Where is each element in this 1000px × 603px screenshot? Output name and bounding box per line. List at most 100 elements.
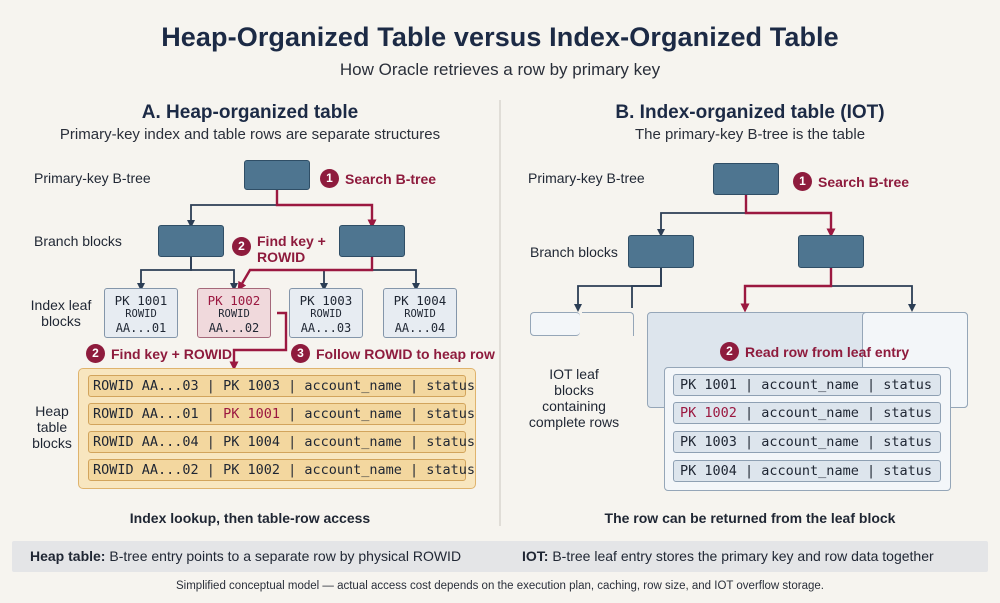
heap-row-columns: | account_name | status — [279, 378, 476, 394]
heap-row-pk: PK 1003 — [223, 378, 280, 394]
iot-branch-node-left — [628, 235, 694, 268]
step-text: Search B-tree — [345, 170, 437, 187]
iot-row-pk: PK 1004 — [680, 463, 737, 479]
iot-row-pk: PK 1001 — [680, 377, 737, 393]
heap-row: ROWID AA...01 | PK 1001 | account_name |… — [88, 403, 475, 425]
iot-section-heading: B. Index-organized table (IOT) — [615, 102, 885, 123]
heap-step-1: 1 Search B-tree — [320, 169, 436, 188]
heap-label-heap: Heap table blocks — [20, 403, 84, 451]
heap-root-node — [244, 160, 310, 190]
step-number-badge: 2 — [232, 237, 251, 256]
heap-row-columns: | account_name | status — [279, 406, 476, 422]
edge-branch-leaf1 — [137, 257, 192, 291]
heap-leaf-block: PK 1001 ROWID AA...01 — [104, 288, 178, 338]
iot-root-node — [713, 163, 779, 195]
iot-row: PK 1003 | account_name | status — [673, 431, 941, 453]
heap-row-rowid: ROWID AA...04 — [93, 434, 199, 450]
edge-root-branch-right-path — [275, 190, 377, 229]
summary-heap-text: B-tree entry points to a separate row by… — [105, 548, 462, 564]
iot-label-leaf-line4: complete rows — [528, 414, 620, 430]
summary-bar: Heap table: B-tree entry points to a sep… — [12, 541, 988, 572]
heap-leaf-block: PK 1004 ROWID AA...04 — [383, 288, 457, 338]
step-number-badge: 1 — [320, 169, 339, 188]
step-text: Search B-tree — [818, 173, 910, 190]
step-text: Follow ROWID to heap row — [316, 345, 495, 362]
heap-label-branch: Branch blocks — [34, 233, 122, 249]
iot-row: PK 1004 | account_name | status — [673, 460, 941, 482]
step-text: Read row from leaf entry — [745, 343, 910, 360]
iot-caption: The row can be returned from the leaf bl… — [604, 510, 896, 526]
heap-row-sep: | — [198, 378, 224, 394]
heap-label-heap-line1: Heap — [35, 403, 69, 419]
page-subtitle: How Oracle retrieves a row by primary ke… — [339, 60, 661, 79]
leaf-pk: PK 1003 — [299, 293, 353, 308]
heap-row-sep: | — [198, 462, 224, 478]
step-text: Find key + ROWID — [257, 233, 326, 265]
edge-branch-leaf3 — [320, 257, 373, 291]
heap-row-columns: | account_name | status — [279, 434, 476, 450]
leaf-pk: PK 1002 — [207, 293, 261, 308]
iot-row-columns: | account_name | status — [736, 434, 932, 450]
summary-iot: IOT: B-tree leaf entry stores the primar… — [522, 541, 934, 572]
iot-section-subheading: The primary-key B-tree is the table — [634, 126, 866, 143]
heap-row: ROWID AA...03 | PK 1003 | account_name |… — [88, 375, 475, 397]
step-number-badge: 1 — [793, 172, 812, 191]
heap-caption: Index lookup, then table-row access — [129, 510, 371, 526]
iot-label-branch: Branch blocks — [530, 244, 618, 260]
leaf-rowid-value: AA...02 — [208, 321, 260, 335]
leaf-rowid-value: AA...01 — [115, 321, 167, 335]
step-number-badge: 2 — [86, 344, 105, 363]
iot-label-leaf-line1: IOT leaf — [549, 366, 599, 382]
iot-edge-root-branch-left — [657, 195, 747, 237]
heap-label-leaf-line1: Index leaf — [30, 297, 92, 313]
heap-leaf-block-highlighted: PK 1002 ROWID AA...02 — [197, 288, 271, 338]
step-text-line1: Find key + — [257, 233, 326, 249]
iot-label-btree: Primary-key B-tree — [528, 170, 645, 186]
heap-section-heading: A. Heap-organized table — [141, 102, 359, 123]
step-text-line2: ROWID — [257, 249, 306, 265]
heap-section-subheading: Primary-key index and table rows are sep… — [59, 126, 441, 143]
page-title: Heap-Organized Table versus Index-Organi… — [161, 22, 839, 52]
iot-row-pk: PK 1003 — [680, 434, 737, 450]
edge-branch-leaf2-path — [237, 257, 374, 291]
heap-label-heap-line3: blocks — [32, 435, 72, 451]
iot-step-2: 2 Read row from leaf entry — [720, 342, 909, 361]
leaf-rowid-label: ROWID — [218, 308, 250, 320]
iot-edge-branch-leafa — [574, 268, 662, 312]
heap-step-2b: 2 Find key + ROWID — [86, 344, 232, 363]
summary-iot-label: IOT: — [522, 548, 549, 564]
edge-leaf-heap-path — [229, 311, 288, 371]
heap-table-blocks: ROWID AA...03 | PK 1003 | account_name |… — [78, 368, 476, 489]
iot-edge-branch-leafd — [830, 268, 916, 312]
heap-row-pk-highlighted: PK 1001 — [223, 406, 280, 422]
summary-heap: Heap table: B-tree entry points to a sep… — [30, 541, 461, 572]
leaf-rowid-value: AA...04 — [394, 321, 446, 335]
heap-row-columns: | account_name | status — [279, 462, 476, 478]
summary-iot-text: B-tree leaf entry stores the primary key… — [548, 548, 934, 564]
heap-label-heap-line2: table — [36, 419, 68, 435]
heap-row-rowid: ROWID AA...03 — [93, 378, 199, 394]
heap-label-leaf: Index leaf blocks — [22, 297, 100, 329]
heap-leaf-block: PK 1003 ROWID AA...03 — [289, 288, 363, 338]
edge-branch-leaf2 — [190, 257, 238, 291]
iot-label-leaf-line3: containing — [542, 398, 606, 414]
iot-branch-node-right — [798, 235, 864, 268]
heap-branch-node-left — [158, 225, 224, 257]
iot-edge-branch-leafc-path — [740, 268, 833, 313]
iot-step-1: 1 Search B-tree — [793, 172, 909, 191]
leaf-rowid-label: ROWID — [310, 308, 342, 320]
iot-row-columns: | account_name | status — [736, 377, 932, 393]
iot-row-columns: | account_name | status — [736, 405, 932, 421]
iot-edge-root-branch-right-path — [744, 195, 836, 238]
iot-edge-branch-leafb — [631, 268, 662, 308]
iot-label-leaf: IOT leaf blocks containing complete rows — [520, 366, 628, 430]
heap-row-sep: | — [198, 434, 224, 450]
heap-row-pk: PK 1002 — [223, 462, 280, 478]
iot-leaf-block-b — [582, 312, 634, 336]
heap-row-pk: PK 1004 — [223, 434, 280, 450]
iot-row-pk-highlighted: PK 1002 — [680, 405, 737, 421]
heap-branch-node-right — [339, 225, 405, 257]
heap-row: ROWID AA...04 | PK 1004 | account_name |… — [88, 431, 475, 453]
iot-row: PK 1001 | account_name | status — [673, 374, 941, 396]
